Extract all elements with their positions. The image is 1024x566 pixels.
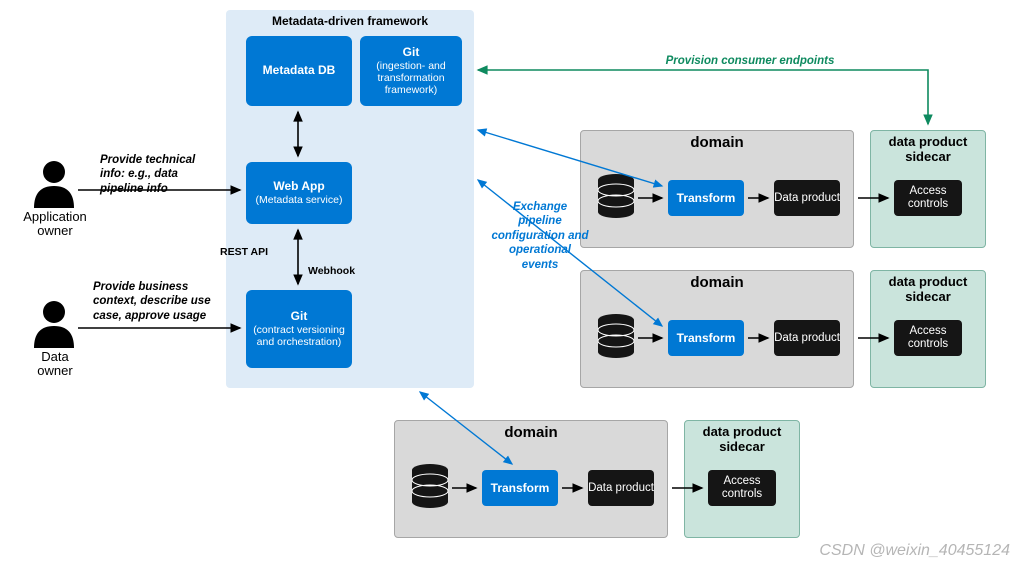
label-exchange: Exchange pipeline configuration and oper… bbox=[490, 200, 590, 272]
label-provision: Provision consumer endpoints bbox=[640, 54, 860, 68]
node-dataproduct-2: Data product bbox=[774, 320, 840, 356]
webapp-sub: (Metadata service) bbox=[256, 194, 343, 206]
node-transform-2: Transform bbox=[668, 320, 744, 356]
node-access-3: Access controls bbox=[708, 470, 776, 506]
actor-data-owner-label: Data owner bbox=[24, 350, 86, 379]
sidecar2-title: data product sidecar bbox=[870, 274, 986, 304]
git-ingest-sub: (ingestion- and transformation framework… bbox=[360, 60, 462, 96]
node-access-2: Access controls bbox=[894, 320, 962, 356]
label-provide-tech: Provide technical info: e.g., data pipel… bbox=[100, 153, 220, 196]
domain1-title: domain bbox=[580, 134, 854, 151]
webapp-title: Web App bbox=[273, 180, 324, 194]
watermark: CSDN @weixin_40455124 bbox=[819, 542, 1010, 560]
node-dataproduct-3: Data product bbox=[588, 470, 654, 506]
sidecar3-title: data product sidecar bbox=[684, 424, 800, 454]
node-metadata-db: Metadata DB bbox=[246, 36, 352, 106]
person-icon bbox=[34, 161, 74, 208]
node-git-contract: Git (contract versioning and orchestrati… bbox=[246, 290, 352, 368]
framework-title: Metadata-driven framework bbox=[226, 14, 474, 28]
domain2-title: domain bbox=[580, 274, 854, 291]
domain3-title: domain bbox=[394, 424, 668, 441]
node-transform-1: Transform bbox=[668, 180, 744, 216]
node-dataproduct-1: Data product bbox=[774, 180, 840, 216]
label-rest-api: REST API bbox=[220, 246, 268, 258]
label-provide-biz: Provide business context, describe use c… bbox=[93, 280, 221, 323]
metadata-db-title: Metadata DB bbox=[263, 64, 336, 78]
git-contract-sub: (contract versioning and orchestration) bbox=[246, 324, 352, 348]
node-transform-3: Transform bbox=[482, 470, 558, 506]
node-access-1: Access controls bbox=[894, 180, 962, 216]
sidecar1-title: data product sidecar bbox=[870, 134, 986, 164]
label-webhook: Webhook bbox=[308, 265, 355, 277]
node-webapp: Web App (Metadata service) bbox=[246, 162, 352, 224]
person-icon bbox=[34, 301, 74, 348]
actor-app-owner-label: Application owner bbox=[10, 210, 100, 239]
git-ingest-title: Git bbox=[403, 46, 420, 60]
git-contract-title: Git bbox=[291, 310, 308, 324]
node-git-ingest: Git (ingestion- and transformation frame… bbox=[360, 36, 462, 106]
